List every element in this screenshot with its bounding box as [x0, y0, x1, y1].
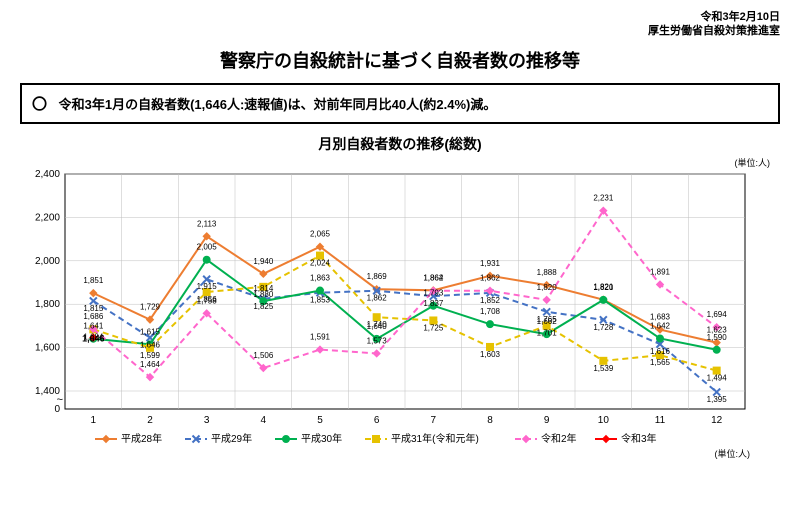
- svg-text:1,880: 1,880: [253, 289, 274, 298]
- svg-text:1,728: 1,728: [593, 322, 614, 331]
- svg-text:2,231: 2,231: [593, 193, 614, 202]
- svg-text:1,888: 1,888: [537, 268, 558, 277]
- svg-text:2,400: 2,400: [35, 169, 60, 180]
- svg-text:1,725: 1,725: [423, 323, 444, 332]
- svg-text:1,863: 1,863: [310, 273, 331, 282]
- svg-text:6: 6: [374, 415, 380, 426]
- svg-text:2,000: 2,000: [35, 255, 60, 266]
- svg-text:1,915: 1,915: [197, 282, 218, 291]
- svg-text:1,701: 1,701: [537, 328, 558, 337]
- svg-text:1,646: 1,646: [140, 340, 161, 349]
- header-meta: 令和3年2月10日 厚生労働省自殺対策推進室: [20, 10, 780, 39]
- svg-text:1: 1: [91, 415, 97, 426]
- svg-text:1,683: 1,683: [650, 312, 671, 321]
- svg-text:1,869: 1,869: [367, 272, 388, 281]
- svg-text:1,853: 1,853: [310, 295, 331, 304]
- svg-text:1,891: 1,891: [650, 267, 671, 276]
- svg-text:1,603: 1,603: [480, 350, 501, 359]
- line-chart: 01,4001,6001,8002,0002,2002,400~12345678…: [20, 169, 780, 459]
- svg-text:12: 12: [711, 415, 723, 426]
- svg-text:7: 7: [431, 415, 437, 426]
- svg-text:1,464: 1,464: [140, 360, 161, 369]
- svg-text:2,200: 2,200: [35, 212, 60, 223]
- svg-text:1,694: 1,694: [707, 310, 728, 319]
- svg-text:1,599: 1,599: [140, 350, 161, 359]
- page-title: 警察庁の自殺統計に基づく自殺者数の推移等: [20, 47, 780, 73]
- svg-text:4: 4: [261, 415, 267, 426]
- svg-text:1,641: 1,641: [83, 321, 104, 330]
- svg-text:2: 2: [147, 415, 153, 426]
- header-office: 厚生労働省自殺対策推進室: [20, 24, 780, 38]
- svg-text:2,065: 2,065: [310, 229, 331, 238]
- svg-text:平成31年(令和元年): 平成31年(令和元年): [391, 432, 479, 445]
- summary-mark: 〇: [32, 96, 47, 113]
- svg-text:平成30年: 平成30年: [301, 432, 342, 445]
- chart-unit: (単位:人): [20, 156, 780, 169]
- svg-text:10: 10: [598, 415, 610, 426]
- svg-text:1,740: 1,740: [367, 320, 388, 329]
- svg-text:1,686: 1,686: [83, 312, 104, 321]
- svg-text:1,590: 1,590: [707, 332, 728, 341]
- svg-text:8: 8: [487, 415, 493, 426]
- svg-text:1,565: 1,565: [650, 358, 671, 367]
- svg-text:令和3年: 令和3年: [621, 432, 657, 445]
- svg-text:2,113: 2,113: [197, 219, 217, 228]
- svg-text:1,646: 1,646: [82, 333, 105, 343]
- svg-text:1,600: 1,600: [35, 342, 60, 353]
- svg-text:3: 3: [204, 415, 210, 426]
- svg-text:1,573: 1,573: [367, 336, 388, 345]
- svg-text:令和2年: 令和2年: [541, 432, 577, 445]
- svg-text:1,615: 1,615: [140, 327, 161, 336]
- svg-text:1,395: 1,395: [707, 395, 728, 404]
- svg-text:1,931: 1,931: [480, 258, 501, 267]
- svg-text:2,024: 2,024: [310, 258, 331, 267]
- svg-text:1,494: 1,494: [707, 373, 728, 382]
- svg-text:5: 5: [317, 415, 323, 426]
- summary-box: 〇 令和3年1月の自殺者数(1,646人:速報値)は、対前年同月比40人(約2.…: [20, 83, 780, 124]
- svg-text:1,729: 1,729: [140, 302, 161, 311]
- svg-text:1,820: 1,820: [593, 282, 614, 291]
- svg-text:~: ~: [57, 394, 63, 406]
- svg-text:1,862: 1,862: [480, 273, 501, 282]
- svg-text:1,793: 1,793: [423, 288, 444, 297]
- svg-text:1,837: 1,837: [423, 299, 444, 308]
- svg-text:1,708: 1,708: [480, 307, 501, 316]
- header-date: 令和3年2月10日: [20, 10, 780, 24]
- svg-text:1,800: 1,800: [35, 299, 60, 310]
- svg-text:1,851: 1,851: [83, 276, 104, 285]
- svg-text:1,506: 1,506: [253, 351, 274, 360]
- svg-text:1,539: 1,539: [593, 363, 614, 372]
- svg-text:1,820: 1,820: [537, 282, 558, 291]
- svg-text:1,862: 1,862: [367, 293, 388, 302]
- svg-text:1,825: 1,825: [253, 301, 274, 310]
- svg-text:1,662: 1,662: [537, 317, 558, 326]
- svg-text:1,940: 1,940: [253, 256, 274, 265]
- svg-text:平成29年: 平成29年: [211, 432, 252, 445]
- svg-text:9: 9: [544, 415, 550, 426]
- svg-text:1,862: 1,862: [423, 273, 444, 282]
- svg-text:1,758: 1,758: [197, 296, 218, 305]
- svg-text:1,591: 1,591: [310, 332, 331, 341]
- svg-text:2,005: 2,005: [197, 242, 218, 251]
- summary-text: 令和3年1月の自殺者数(1,646人:速報値)は、対前年同月比40人(約2.4%…: [59, 97, 497, 112]
- chart-title: 月別自殺者数の推移(総数): [20, 134, 780, 154]
- svg-text:1,852: 1,852: [480, 296, 501, 305]
- svg-text:1,642: 1,642: [650, 321, 671, 330]
- svg-text:平成28年: 平成28年: [121, 432, 162, 445]
- svg-text:1,616: 1,616: [650, 347, 671, 356]
- svg-text:11: 11: [655, 415, 666, 426]
- svg-text:(単位:人): (単位:人): [715, 448, 751, 459]
